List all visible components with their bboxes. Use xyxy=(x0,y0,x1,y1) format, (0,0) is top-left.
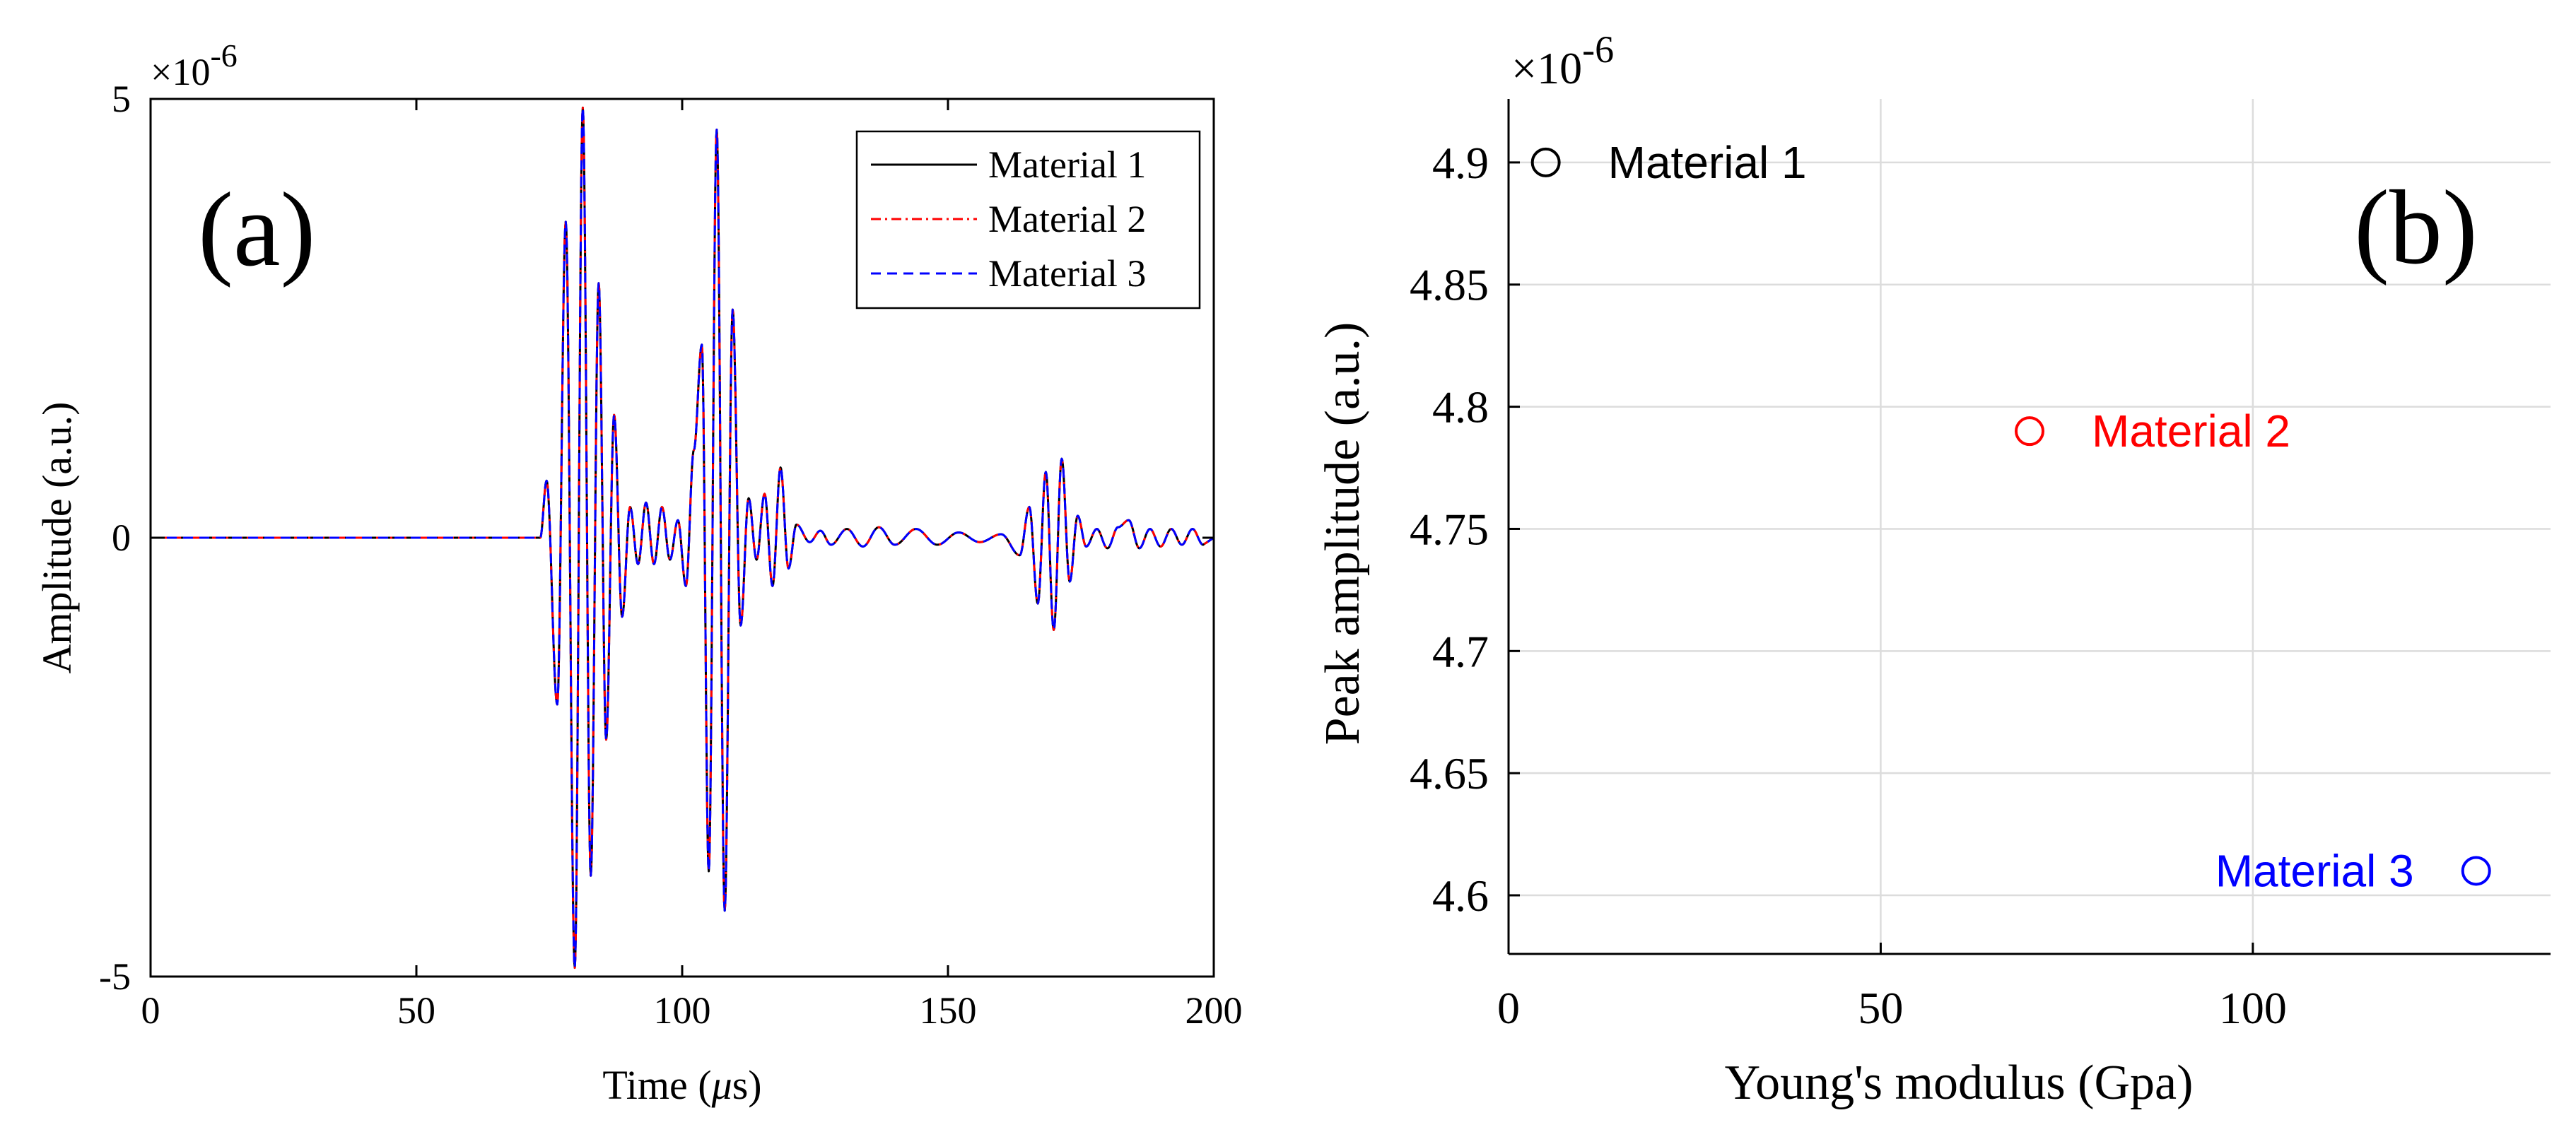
y-tick-label: 4.7 xyxy=(1432,626,1489,676)
y-exponent-base: ×10 xyxy=(151,51,210,93)
y-tick-label: 4.9 xyxy=(1432,138,1489,188)
y-tick-label: 0 xyxy=(112,517,131,559)
x-tick-label: 0 xyxy=(141,989,160,1032)
y-tick-label: 4.8 xyxy=(1432,382,1489,432)
panel-b: 0 50 100 4.6 4.65 4.7 4.75 4.8 4.85 4.9 ×10-6 Young… xyxy=(1316,28,2551,1110)
y-exponent-power: -6 xyxy=(210,37,237,73)
x-tick-label: 50 xyxy=(397,989,435,1032)
y-tick-label: 5 xyxy=(112,78,131,120)
panel-label: (b) xyxy=(2354,169,2478,286)
legend-label-2: Material 2 xyxy=(988,198,1146,240)
data-point-1 xyxy=(1530,147,1561,177)
x-axis-label-symbol: μ xyxy=(711,1062,732,1108)
y-axis-label: Peak amplitude (a.u.) xyxy=(1316,322,1370,745)
y-tick-label: 4.6 xyxy=(1432,871,1489,921)
data-label-3: Material 3 xyxy=(2215,845,2414,896)
x-tick-label: 100 xyxy=(654,989,711,1032)
x-axis-label: Time (μs) xyxy=(602,1062,761,1108)
x-axis-label-text: Time ( xyxy=(602,1062,711,1108)
y-exponent-base: ×10 xyxy=(1511,43,1582,93)
data-label-2: Material 2 xyxy=(2092,406,2290,456)
y-tick-label: -5 xyxy=(99,955,131,998)
y-exponent-label: ×10-6 xyxy=(1511,28,1614,93)
data-point-3 xyxy=(2461,856,2491,886)
legend: Material 1 Material 2 Material 3 xyxy=(855,130,1201,309)
y-exponent-power: -6 xyxy=(1582,28,1614,71)
y-tick-label: 4.75 xyxy=(1410,504,1489,554)
legend-label-3: Material 3 xyxy=(988,252,1146,295)
x-tick-label: 200 xyxy=(1185,989,1243,1032)
x-tick-label: 0 xyxy=(1497,983,1520,1033)
x-axis-label: Young's modulus (Gpa) xyxy=(1725,1056,2194,1110)
x-tick-label: 50 xyxy=(1858,983,1903,1033)
x-tick-label: 150 xyxy=(920,989,977,1032)
y-exponent-label: ×10-6 xyxy=(151,37,238,93)
x-tick-label: 100 xyxy=(2219,983,2287,1033)
y-tick-label: 4.65 xyxy=(1410,748,1489,798)
data-point-2 xyxy=(2015,416,2044,447)
panel-label: (a) xyxy=(198,171,315,288)
y-axis-label: Amplitude (a.u.) xyxy=(34,402,80,674)
y-tick-label: 4.85 xyxy=(1410,260,1489,310)
legend-box xyxy=(855,130,1201,309)
series-line-2 xyxy=(150,106,1214,969)
x-axis-label-unit: s) xyxy=(732,1062,762,1108)
legend-label-1: Material 1 xyxy=(988,143,1146,186)
data-label-1: Material 1 xyxy=(1608,137,1807,188)
